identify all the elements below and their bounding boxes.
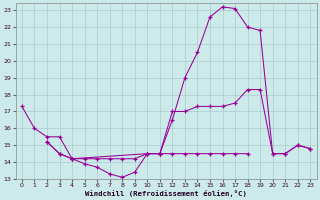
X-axis label: Windchill (Refroidissement éolien,°C): Windchill (Refroidissement éolien,°C) bbox=[85, 190, 247, 197]
